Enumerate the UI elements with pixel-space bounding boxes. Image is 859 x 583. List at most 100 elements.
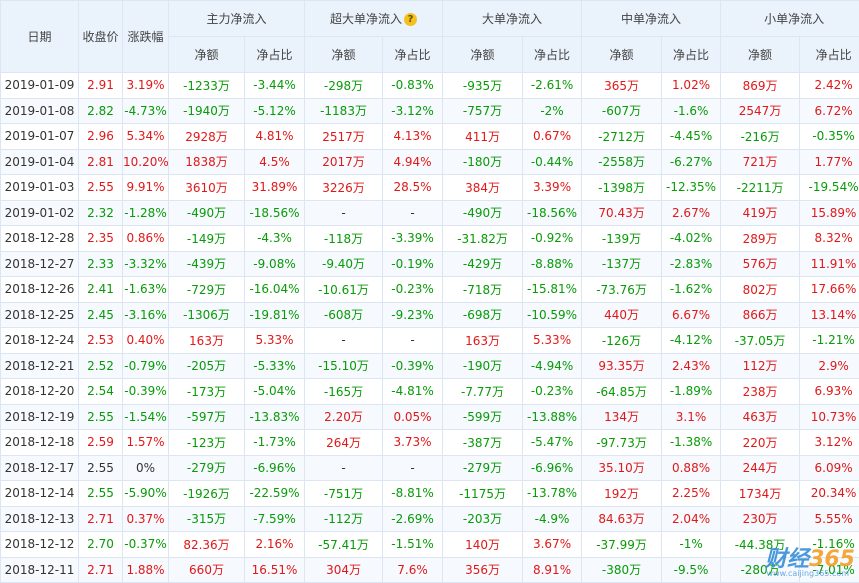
cell-close-price: 2.41 — [79, 277, 123, 303]
cell-date: 2018-12-17 — [1, 455, 79, 481]
cell-large-ratio: -0.44% — [523, 149, 582, 175]
cell-medium-ratio: 2.43% — [662, 353, 721, 379]
cell-super-large-ratio: -0.39% — [383, 353, 443, 379]
cell-small-amount: 238万 — [721, 379, 800, 405]
subheader-ratio[interactable]: 净占比 — [383, 37, 443, 73]
subheader-amount[interactable]: 净额 — [443, 37, 523, 73]
cell-change-pct: 1.88% — [123, 557, 169, 583]
cell-small-amount: 419万 — [721, 200, 800, 226]
cell-super-large-ratio: 28.5% — [383, 175, 443, 201]
help-icon[interactable]: ? — [404, 13, 417, 26]
header-close-price[interactable]: 收盘价 — [79, 1, 123, 73]
cell-small-amount: 1734万 — [721, 481, 800, 507]
cell-main-amount: -205万 — [169, 353, 245, 379]
cell-medium-amount: -137万 — [582, 251, 662, 277]
cell-super-large-amount: 2517万 — [305, 124, 383, 150]
subheader-amount[interactable]: 净额 — [305, 37, 383, 73]
subheader-ratio[interactable]: 净占比 — [523, 37, 582, 73]
cell-main-amount: -149万 — [169, 226, 245, 252]
cell-super-large-amount: -165万 — [305, 379, 383, 405]
subheader-ratio[interactable]: 净占比 — [662, 37, 721, 73]
cell-large-ratio: 3.39% — [523, 175, 582, 201]
cell-main-amount: -315万 — [169, 506, 245, 532]
cell-small-amount: -216万 — [721, 124, 800, 150]
cell-main-amount: -597万 — [169, 404, 245, 430]
cell-change-pct: -5.90% — [123, 481, 169, 507]
cell-super-large-amount: 304万 — [305, 557, 383, 583]
cell-main-ratio: 4.81% — [245, 124, 305, 150]
subheader-amount[interactable]: 净额 — [721, 37, 800, 73]
cell-medium-ratio: 2.67% — [662, 200, 721, 226]
cell-medium-amount: -97.73万 — [582, 430, 662, 456]
cell-super-large-amount: -10.61万 — [305, 277, 383, 303]
cell-close-price: 2.54 — [79, 379, 123, 405]
cell-large-ratio: -4.9% — [523, 506, 582, 532]
cell-medium-ratio: -12.35% — [662, 175, 721, 201]
cell-main-amount: -729万 — [169, 277, 245, 303]
cell-super-large-amount: - — [305, 455, 383, 481]
cell-medium-amount: 93.35万 — [582, 353, 662, 379]
cell-change-pct: 10.20% — [123, 149, 169, 175]
cell-small-amount: 220万 — [721, 430, 800, 456]
cell-large-amount: -490万 — [443, 200, 523, 226]
cell-close-price: 2.59 — [79, 430, 123, 456]
cell-medium-ratio: -1.89% — [662, 379, 721, 405]
cell-super-large-amount: 2017万 — [305, 149, 383, 175]
cell-close-price: 2.33 — [79, 251, 123, 277]
cell-close-price: 2.55 — [79, 404, 123, 430]
header-super-large-label: 超大单净流入 — [330, 12, 402, 26]
cell-main-amount: 1838万 — [169, 149, 245, 175]
cell-main-ratio: -16.04% — [245, 277, 305, 303]
cell-small-amount: -44.38万 — [721, 532, 800, 558]
header-change-pct[interactable]: 涨跌幅 — [123, 1, 169, 73]
cell-date: 2018-12-21 — [1, 353, 79, 379]
cell-medium-amount: -126万 — [582, 328, 662, 354]
cell-super-large-ratio: -0.23% — [383, 277, 443, 303]
cell-large-ratio: -13.78% — [523, 481, 582, 507]
cell-small-amount: 802万 — [721, 277, 800, 303]
cell-main-amount: -1926万 — [169, 481, 245, 507]
subheader-amount[interactable]: 净额 — [169, 37, 245, 73]
cell-close-price: 2.55 — [79, 455, 123, 481]
cell-change-pct: 0.86% — [123, 226, 169, 252]
subheader-ratio[interactable]: 净占比 — [800, 37, 859, 73]
cell-super-large-amount: -118万 — [305, 226, 383, 252]
cell-super-large-ratio: 3.73% — [383, 430, 443, 456]
header-date[interactable]: 日期 — [1, 1, 79, 73]
cell-date: 2018-12-14 — [1, 481, 79, 507]
cell-super-large-amount: 264万 — [305, 430, 383, 456]
subheader-ratio[interactable]: 净占比 — [245, 37, 305, 73]
cell-date: 2019-01-04 — [1, 149, 79, 175]
subheader-amount[interactable]: 净额 — [582, 37, 662, 73]
cell-change-pct: 0% — [123, 455, 169, 481]
cell-main-amount: -173万 — [169, 379, 245, 405]
cell-medium-amount: -139万 — [582, 226, 662, 252]
cell-main-amount: -1233万 — [169, 73, 245, 99]
cell-super-large-ratio: 0.05% — [383, 404, 443, 430]
cell-medium-ratio: -2.83% — [662, 251, 721, 277]
cell-date: 2018-12-11 — [1, 557, 79, 583]
header-large-inflow: 大单净流入 — [443, 1, 582, 37]
cell-close-price: 2.53 — [79, 328, 123, 354]
cell-large-ratio: -0.23% — [523, 379, 582, 405]
cell-medium-ratio: 6.67% — [662, 302, 721, 328]
header-small-inflow: 小单净流入 — [721, 1, 859, 37]
cell-main-amount: 660万 — [169, 557, 245, 583]
cell-small-ratio: -1.21% — [800, 328, 859, 354]
cell-medium-ratio: 2.25% — [662, 481, 721, 507]
cell-date: 2018-12-26 — [1, 277, 79, 303]
cell-close-price: 2.70 — [79, 532, 123, 558]
cell-large-amount: -7.77万 — [443, 379, 523, 405]
header-medium-inflow: 中单净流入 — [582, 1, 721, 37]
cell-super-large-ratio: -0.83% — [383, 73, 443, 99]
cell-close-price: 2.32 — [79, 200, 123, 226]
cell-small-ratio: 2.9% — [800, 353, 859, 379]
cell-medium-amount: -1398万 — [582, 175, 662, 201]
cell-small-ratio: 5.55% — [800, 506, 859, 532]
cell-medium-amount: 84.63万 — [582, 506, 662, 532]
cell-large-amount: 140万 — [443, 532, 523, 558]
